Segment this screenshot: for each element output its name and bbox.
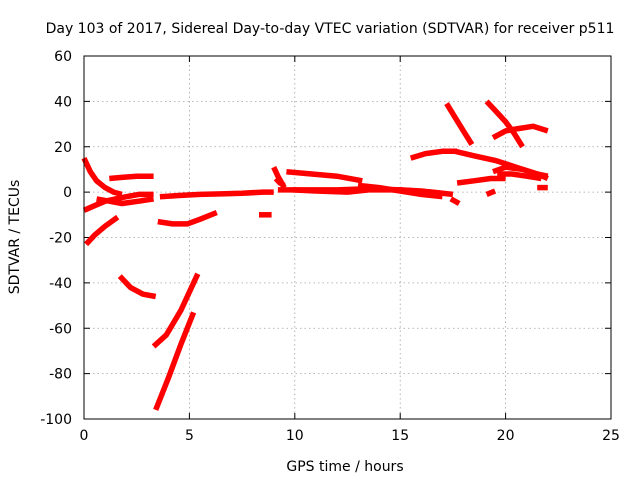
- plot-frame: [83, 55, 612, 420]
- data-trace: [497, 171, 542, 182]
- data-trace: [449, 196, 461, 206]
- data-trace: [109, 173, 154, 182]
- y-tick-label: 20: [54, 140, 72, 156]
- x-tick-label: 15: [391, 428, 409, 444]
- data-trace: [157, 209, 218, 227]
- data-trace: [485, 188, 497, 197]
- x-axis-label: GPS time / hours: [286, 459, 403, 475]
- x-tick-label: 5: [185, 428, 194, 444]
- y-tick-label: -20: [49, 231, 72, 247]
- data-trace: [81, 156, 123, 198]
- y-axis-label: SDTVAR / TECUs: [7, 180, 23, 295]
- data-trace: [159, 189, 274, 200]
- data-trace: [151, 272, 201, 349]
- data-trace: [357, 182, 443, 200]
- x-tick-label: 10: [286, 428, 304, 444]
- x-tick-label: 0: [80, 428, 89, 444]
- x-tick-label: 20: [497, 428, 515, 444]
- y-tick-label: -60: [49, 321, 72, 337]
- data-trace: [117, 274, 157, 300]
- data-trace: [444, 102, 475, 146]
- data-trace: [409, 148, 458, 161]
- data-trace: [84, 214, 120, 247]
- data-trace: [484, 99, 525, 149]
- x-tick-label: 25: [602, 428, 620, 444]
- data-trace: [273, 176, 286, 188]
- y-tick-labels: -100 -80 -60 -40 -20 0 20 40 60: [40, 49, 72, 428]
- data-trace: [96, 196, 155, 207]
- data-trace: [153, 311, 197, 411]
- y-tick-label: -80: [49, 367, 72, 383]
- axis-ticks: [83, 55, 612, 420]
- y-tick-label: 40: [54, 94, 72, 110]
- y-tick-label: -100: [40, 412, 72, 428]
- data-trace: [492, 164, 549, 182]
- data-trace: [286, 168, 363, 184]
- data-trace: [491, 123, 549, 141]
- y-tick-label: -40: [49, 276, 72, 292]
- x-tick-labels: 0 5 10 15 20 25: [80, 428, 620, 444]
- y-tick-label: 60: [54, 49, 72, 65]
- data-trace: [456, 175, 506, 186]
- grid-lines: [84, 56, 611, 419]
- data-trace: [292, 187, 443, 197]
- data-traces: [81, 99, 549, 411]
- y-tick-label: 0: [63, 185, 72, 201]
- data-trace: [82, 191, 154, 213]
- chart-title: Day 103 of 2017, Sidereal Day-to-day VTE…: [46, 21, 615, 37]
